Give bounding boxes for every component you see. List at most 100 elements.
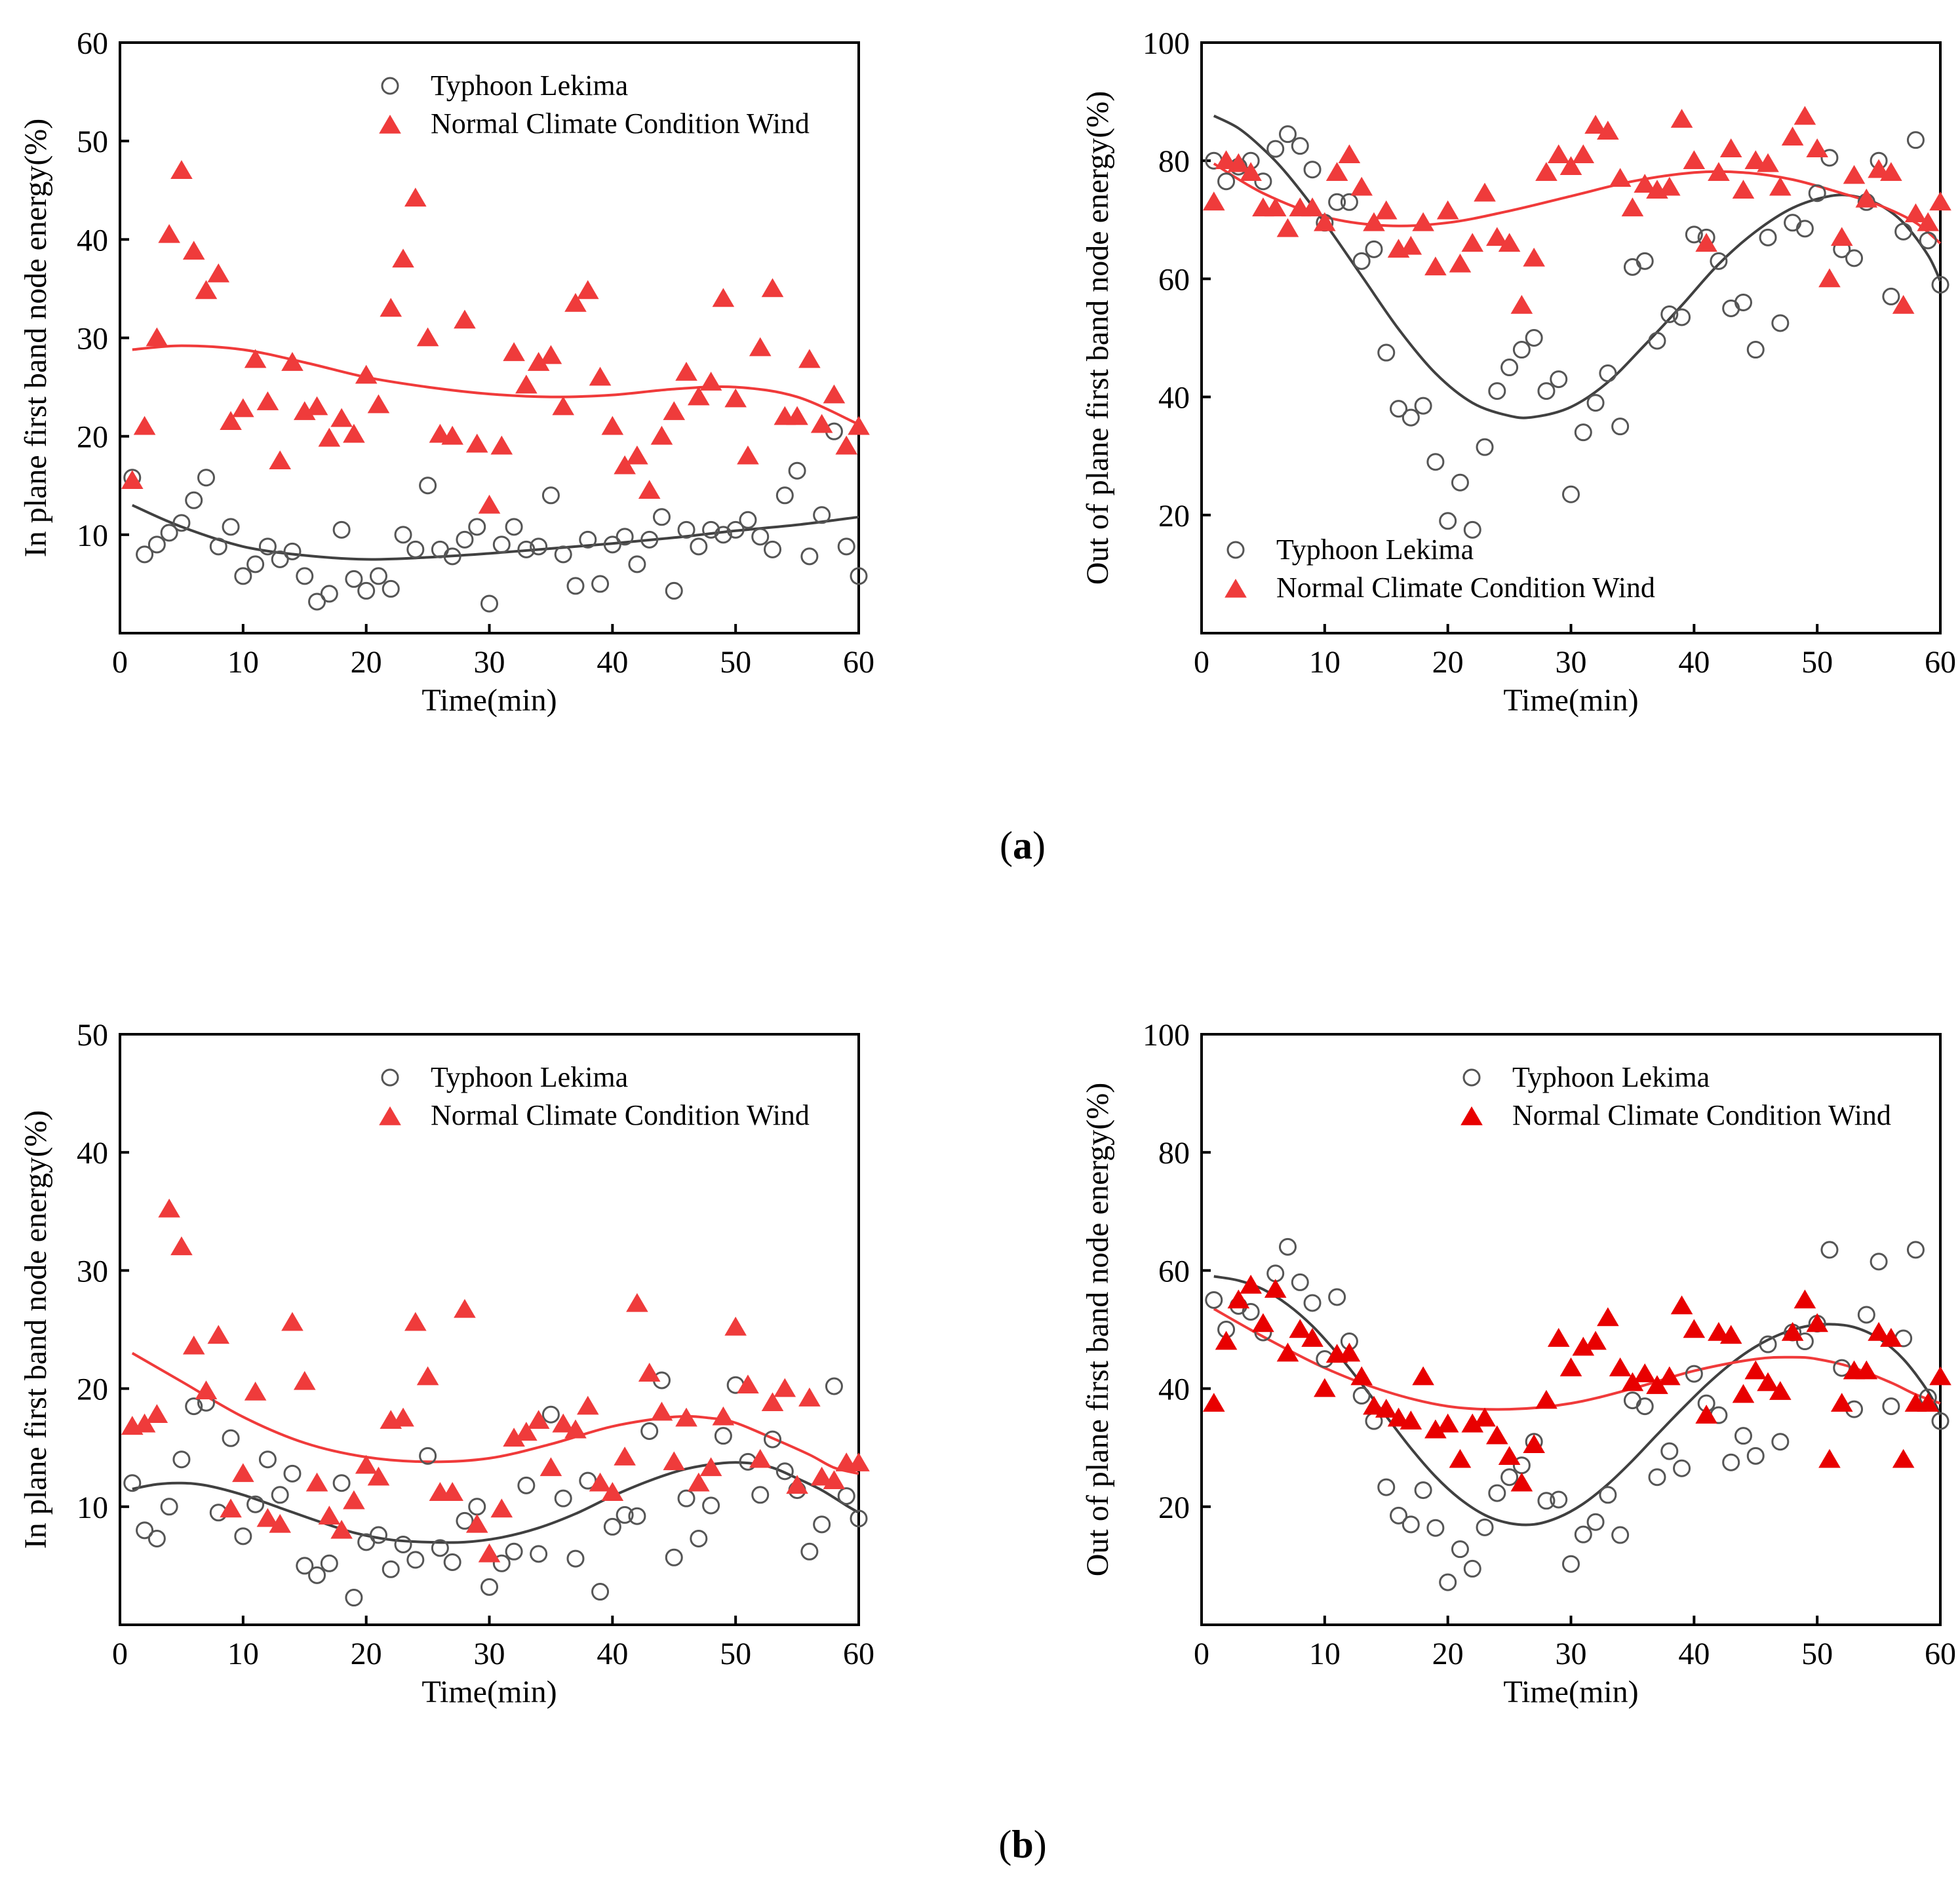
normal-point: [404, 187, 427, 207]
normal-point: [1325, 162, 1348, 182]
x-axis-title: Time(min): [1503, 683, 1638, 718]
typhoon-point: [517, 1476, 536, 1494]
normal-point: [1744, 150, 1767, 169]
typhoon-point: [382, 1560, 400, 1578]
y-tick-label: 20: [77, 420, 108, 455]
typhoon-point: [850, 567, 868, 585]
typhoon-point: [369, 1526, 387, 1544]
typhoon-point: [1906, 1241, 1925, 1259]
typhoon-point: [1377, 1478, 1396, 1496]
typhoon-point: [1673, 308, 1691, 326]
y-tick-label: 40: [77, 223, 108, 258]
normal-point: [1695, 1405, 1717, 1424]
typhoon-point: [296, 1557, 314, 1575]
y-tick-label: 10: [77, 518, 108, 553]
typhoon-point: [308, 1566, 326, 1584]
normal-point: [1350, 176, 1373, 196]
normal-point: [1276, 1342, 1299, 1362]
typhoon-point: [1476, 1518, 1494, 1536]
normal-point: [380, 298, 402, 317]
normal-point: [539, 345, 562, 364]
normal-point: [564, 1419, 587, 1439]
normal-point: [564, 292, 587, 312]
typhoon-point: [1870, 1253, 1888, 1271]
normal-point: [1621, 197, 1644, 217]
normal-point: [737, 445, 759, 465]
typhoon-point: [1476, 438, 1494, 456]
typhoon-fit-line: [131, 503, 859, 561]
normal-point: [1547, 144, 1570, 163]
normal-point: [318, 1506, 341, 1525]
normal-point: [158, 223, 180, 243]
typhoon-point: [1710, 252, 1728, 270]
y-tick-label: 40: [77, 1136, 108, 1171]
typhoon-point: [1401, 408, 1420, 427]
x-tick-label: 40: [597, 645, 628, 680]
typhoon-point: [185, 1397, 203, 1416]
normal-point: [1252, 1313, 1274, 1332]
typhoon-point: [1463, 1559, 1481, 1578]
typhoon-point: [1525, 329, 1543, 347]
normal-point: [330, 408, 353, 427]
typhoon-point: [271, 550, 289, 568]
normal-point: [835, 435, 858, 455]
typhoon-point: [1746, 341, 1765, 359]
x-tick-label: 0: [1194, 645, 1209, 680]
typhoon-point: [1820, 149, 1839, 167]
typhoon-point: [1500, 1468, 1519, 1487]
normal-point: [158, 1198, 180, 1218]
panel-label-a: (a): [1000, 824, 1046, 867]
normal-point: [182, 1335, 205, 1355]
x-tick-label: 20: [351, 645, 382, 680]
normal-point: [675, 362, 697, 381]
normal-point: [1202, 191, 1225, 211]
typhoon-point: [628, 555, 646, 573]
legend-normal-label: Normal Climate Condition Wind: [431, 1099, 810, 1131]
normal-point: [232, 398, 254, 418]
normal-point: [121, 470, 144, 490]
y-tick-label: 100: [1143, 26, 1190, 61]
y-tick-label: 80: [1158, 1136, 1190, 1171]
typhoon-point: [1439, 512, 1457, 530]
normal-point: [1400, 1410, 1422, 1429]
typhoon-point: [751, 528, 770, 546]
typhoon-point: [1685, 1365, 1703, 1383]
typhoon-point: [492, 1554, 511, 1572]
y-tick-label: 60: [1158, 262, 1190, 297]
normal-point: [1289, 1319, 1312, 1338]
panel-label-b: (b): [998, 1823, 1046, 1866]
normal-point: [490, 1498, 513, 1518]
typhoon-point: [1599, 364, 1617, 383]
typhoon-point: [726, 520, 745, 539]
normal-point: [1806, 1313, 1828, 1332]
normal-point: [1929, 191, 1951, 211]
normal-point: [1670, 1295, 1693, 1315]
typhoon-point: [1611, 1526, 1630, 1544]
y-axis-title: Out of plane first band node energy(%): [1080, 1083, 1115, 1577]
normal-point: [1732, 1384, 1755, 1403]
legend-typhoon-marker: [381, 1068, 399, 1087]
typhoon-point: [1500, 359, 1519, 377]
normal-point: [1744, 1360, 1767, 1380]
normal-point: [416, 327, 439, 347]
normal-point: [1597, 1307, 1619, 1327]
typhoon-point: [246, 555, 265, 573]
x-axis-title: Time(min): [421, 1675, 557, 1709]
x-tick-label: 50: [720, 1637, 751, 1671]
normal-point: [416, 1366, 439, 1386]
normal-point: [1523, 1434, 1545, 1453]
typhoon-point: [764, 540, 782, 558]
typhoon-point: [1771, 314, 1790, 332]
typhoon-point: [185, 491, 203, 509]
x-tick-label: 60: [1925, 1637, 1956, 1671]
normal-point: [724, 1316, 747, 1336]
typhoon-point: [1759, 228, 1777, 246]
chart-b-outplane: 0 10 20 30 40 50 60 20 40 60 80 100 Time(min) Out of …: [1080, 1018, 1956, 1709]
typhoon-point: [702, 520, 720, 539]
normal-point: [367, 1466, 390, 1486]
typhoon-point: [1808, 184, 1826, 203]
normal-point: [1892, 294, 1915, 314]
typhoon-point: [456, 1511, 474, 1530]
typhoon-point: [628, 1507, 646, 1525]
typhoon-point: [136, 545, 154, 564]
